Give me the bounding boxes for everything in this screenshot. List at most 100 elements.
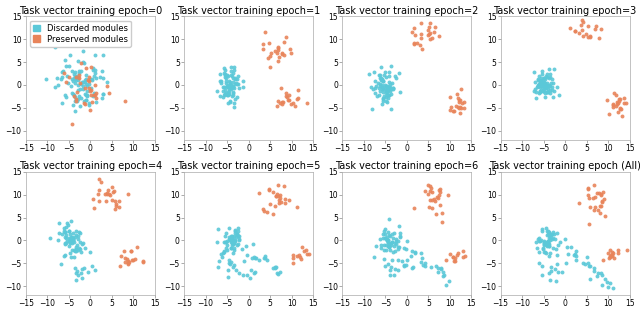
Point <box>228 250 238 255</box>
Point <box>76 80 86 85</box>
Point <box>279 183 289 188</box>
Point <box>598 258 609 263</box>
Point <box>382 88 392 93</box>
Point <box>302 101 312 106</box>
Point <box>232 231 242 236</box>
Point <box>224 257 234 262</box>
Point <box>545 237 555 242</box>
Point <box>284 97 294 102</box>
Point <box>388 86 398 91</box>
Point <box>424 24 435 30</box>
Point <box>86 93 97 98</box>
Point <box>276 101 287 106</box>
Point <box>108 198 118 203</box>
Point <box>452 252 462 257</box>
Point <box>292 254 302 259</box>
Point <box>541 251 551 256</box>
Point <box>87 263 97 268</box>
Point <box>538 78 548 84</box>
Point <box>220 84 230 89</box>
Point <box>284 93 294 98</box>
Point <box>542 244 552 249</box>
Point <box>127 257 137 262</box>
Point <box>531 96 541 101</box>
Point <box>90 83 100 88</box>
Point <box>369 69 379 74</box>
Point <box>120 260 130 265</box>
Point <box>78 87 88 92</box>
Point <box>232 228 243 233</box>
Point <box>384 93 394 98</box>
Point <box>224 226 234 231</box>
Point <box>225 262 236 267</box>
Point <box>406 253 416 258</box>
Point <box>86 64 96 69</box>
Point <box>271 194 281 199</box>
Point <box>54 231 64 236</box>
Point <box>79 266 89 271</box>
Point <box>541 86 551 91</box>
Point <box>69 73 79 78</box>
Point <box>281 35 291 40</box>
Point <box>584 263 594 268</box>
Point <box>294 252 304 257</box>
Point <box>529 70 539 75</box>
Point <box>61 233 71 238</box>
Point <box>532 85 542 90</box>
Point <box>417 46 427 51</box>
Point <box>619 96 629 101</box>
Point <box>288 255 298 260</box>
Point <box>277 100 287 105</box>
Point <box>408 264 419 269</box>
Point <box>239 258 249 263</box>
Point <box>226 240 236 245</box>
Point <box>570 28 580 33</box>
Point <box>247 255 257 260</box>
Point <box>218 250 228 255</box>
Point <box>276 200 286 205</box>
Point <box>584 195 595 200</box>
Point <box>88 196 98 201</box>
Point <box>227 243 237 248</box>
Point <box>72 98 83 103</box>
Point <box>406 266 417 271</box>
Point <box>382 87 392 92</box>
Point <box>383 230 394 235</box>
Point <box>90 52 100 57</box>
Point <box>534 239 544 244</box>
Point <box>61 221 72 226</box>
Point <box>544 243 554 248</box>
Point <box>445 108 455 113</box>
Point <box>273 193 283 198</box>
Point <box>542 89 552 94</box>
Point <box>91 99 101 104</box>
Point <box>545 231 556 236</box>
Point <box>545 250 555 255</box>
Point <box>218 85 228 90</box>
Point <box>544 243 554 248</box>
Point <box>379 247 389 252</box>
Point <box>592 273 602 279</box>
Point <box>600 213 611 218</box>
Point <box>425 37 435 42</box>
Point <box>275 195 285 200</box>
Point <box>225 80 235 85</box>
Point <box>541 226 551 231</box>
Point <box>382 87 392 92</box>
Point <box>399 246 409 251</box>
Point <box>214 259 225 264</box>
Point <box>561 261 571 266</box>
Point <box>578 33 588 38</box>
Point <box>104 90 114 95</box>
Point <box>390 236 401 241</box>
Point <box>383 240 394 245</box>
Point <box>545 84 556 89</box>
Point <box>234 237 244 242</box>
Point <box>456 106 466 111</box>
Point <box>76 95 86 100</box>
Point <box>57 232 67 237</box>
Point <box>286 102 296 107</box>
Point <box>397 259 407 264</box>
Point <box>590 205 600 210</box>
Point <box>608 102 618 107</box>
